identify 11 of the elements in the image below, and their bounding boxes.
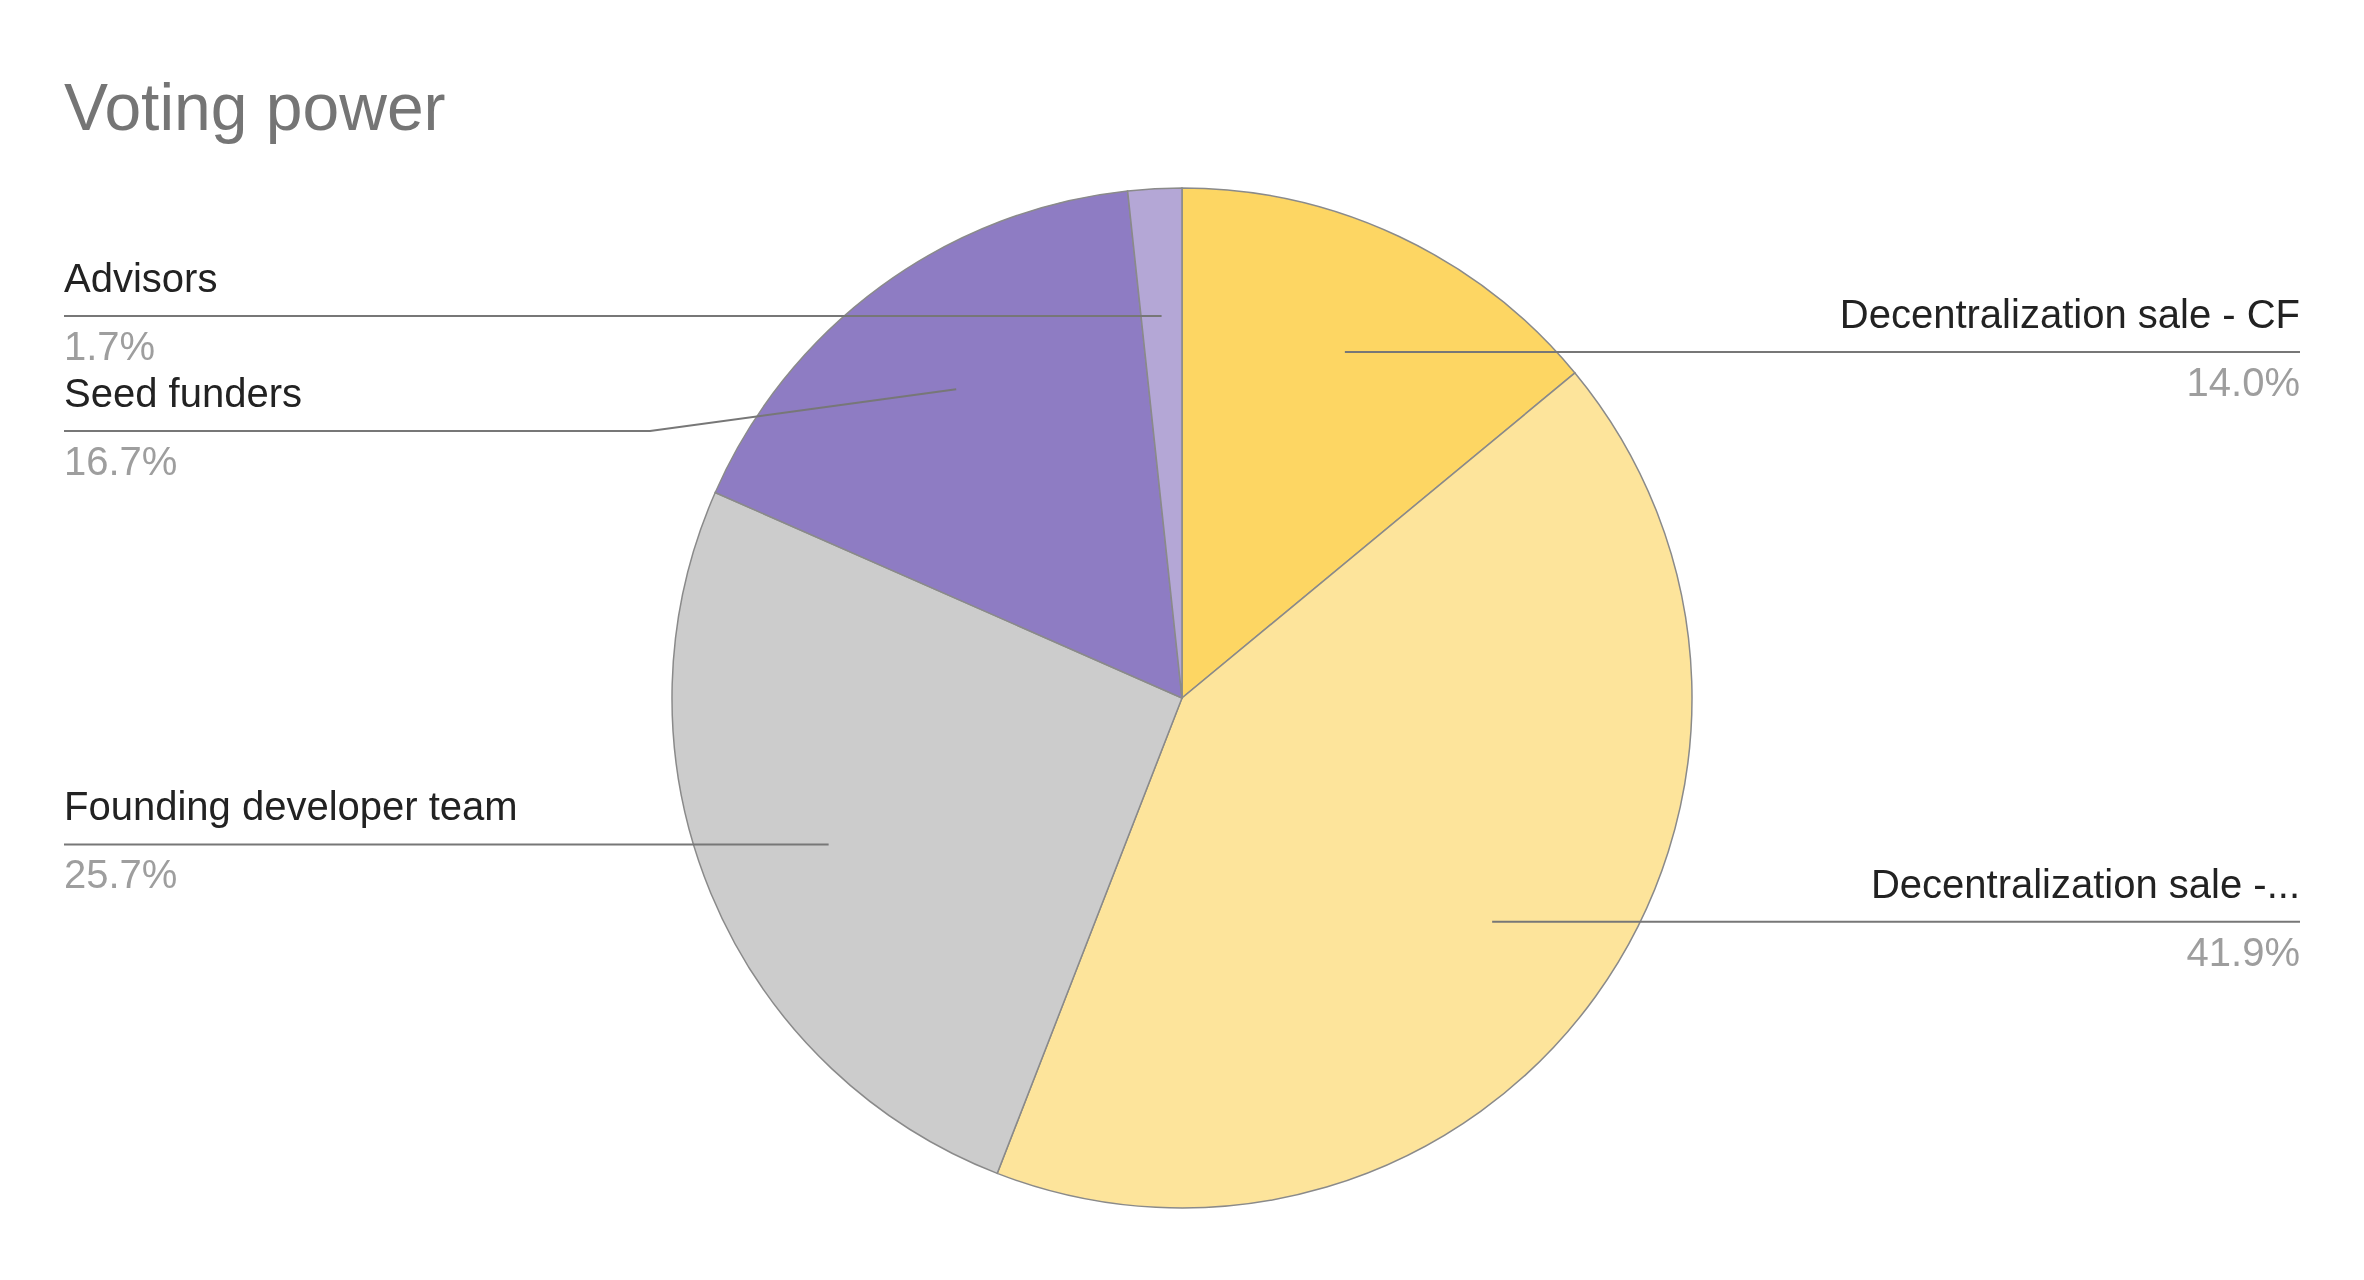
slice-label: Seed funders: [64, 371, 302, 416]
data-label: 14.0%: [2186, 359, 2300, 404]
slice-label: Founding developer team: [64, 784, 518, 829]
data-label: 1.7%: [64, 324, 156, 369]
data-label: 16.7%: [64, 439, 178, 484]
slice-label: Decentralization sale - CF: [1839, 291, 2300, 336]
slice-label: Advisors: [64, 256, 218, 301]
slice-label: Decentralization sale -...: [1870, 861, 2300, 906]
data-label: 25.7%: [64, 852, 178, 897]
data-label: 41.9%: [2186, 929, 2300, 974]
chart-title: Voting power: [64, 70, 446, 144]
